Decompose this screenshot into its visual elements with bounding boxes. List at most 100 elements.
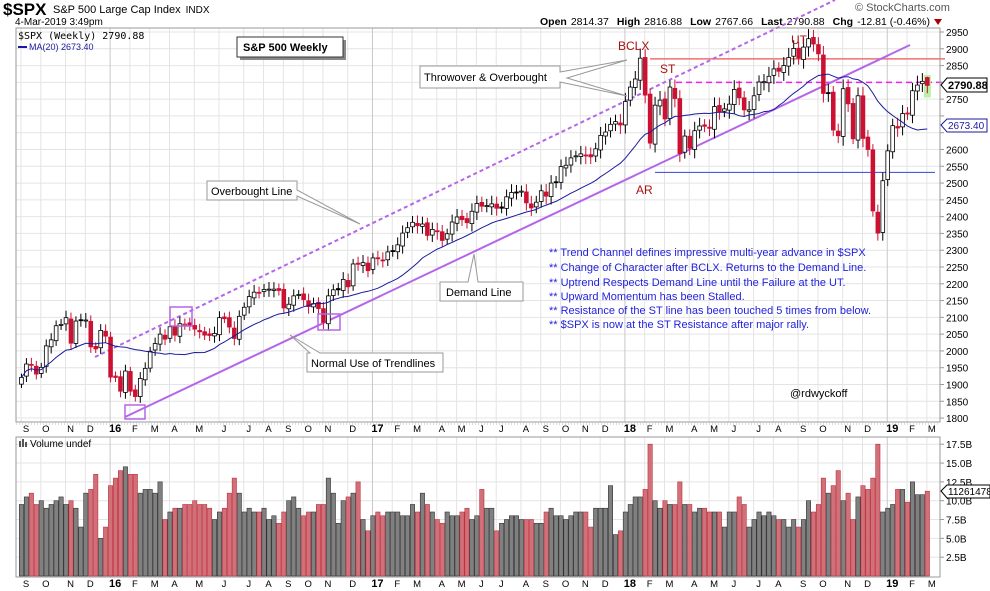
candle-body: [63, 317, 69, 325]
volume-bar: [528, 519, 534, 577]
month-label: F: [394, 424, 400, 435]
ma-value-tag-text: 2673.40: [948, 121, 985, 132]
candle-body: [637, 57, 643, 81]
candle-body: [628, 86, 633, 101]
volume-bar: [469, 519, 475, 577]
month-label: S: [543, 424, 549, 435]
candle-body: [692, 130, 697, 150]
candle-body: [192, 325, 198, 330]
candle-body: [900, 113, 905, 128]
candle-body: [454, 216, 460, 224]
candle-body: [548, 182, 554, 197]
volume-bar: [662, 500, 668, 577]
month-label: S: [23, 424, 29, 435]
volume-bar: [419, 492, 425, 577]
candle-body: [811, 37, 816, 45]
volume-bar: [637, 496, 643, 577]
candle-body: [103, 330, 108, 337]
candle-body: [385, 251, 391, 261]
candle-body: [895, 126, 900, 129]
callout-demand-line: Demand Line: [439, 253, 524, 302]
candle-body: [375, 257, 381, 260]
volume-bar: [53, 500, 59, 577]
volume-bar: [489, 507, 495, 577]
candle-body: [177, 323, 183, 337]
month-label: A: [439, 579, 446, 590]
month-label: M: [666, 424, 674, 435]
price-tick-label: 2350: [946, 229, 969, 240]
volume-bar: [682, 504, 688, 577]
chg-label: Chg: [833, 16, 853, 28]
candle-body: [360, 262, 366, 266]
volume-bar: [103, 526, 109, 577]
volume-bar: [88, 489, 94, 577]
volume-bar: [603, 507, 609, 577]
last-volume-tag: 11261478: [940, 484, 990, 499]
volume-bar: [801, 519, 807, 577]
month-label: S: [543, 579, 549, 590]
volume-bar: [924, 490, 930, 577]
candle-body: [806, 38, 811, 48]
volume-bar: [23, 496, 29, 577]
candle-body: [613, 121, 618, 125]
month-label: O: [562, 424, 569, 435]
candle-body: [826, 92, 831, 95]
index-name: S&P 500 Large Cap Index: [53, 4, 181, 16]
candle-body: [340, 279, 346, 291]
price-tick-label: 2600: [946, 145, 969, 156]
candle-body: [128, 371, 133, 392]
index-title: S&P 500 Large Cap Index INDX: [53, 4, 210, 16]
volume-bar: [677, 481, 683, 577]
volume-bar: [429, 511, 435, 577]
month-label: S: [800, 424, 806, 435]
callout-throwover-text: Throwover & Overbought: [424, 72, 547, 84]
volume-bar: [815, 504, 821, 577]
price-panel-frame: [15, 27, 941, 423]
candle-body: [350, 263, 356, 287]
candle-body: [212, 333, 217, 337]
candle-body: [845, 87, 851, 105]
volume-bar: [840, 500, 846, 577]
candle-body: [207, 333, 212, 336]
month-label: D: [602, 579, 609, 590]
price-tick-label: 2400: [946, 213, 969, 224]
candle-body: [123, 370, 128, 393]
volume-bar: [627, 504, 633, 577]
volume-bar: [870, 477, 876, 577]
month-label: F: [394, 579, 400, 590]
candle-body: [162, 334, 168, 340]
candle-body: [182, 323, 188, 326]
low-label: Low: [690, 16, 712, 28]
candle-body: [93, 346, 98, 350]
brand-logo: © StockCharts.com: [855, 2, 950, 14]
candle-body: [732, 89, 737, 105]
price-tick-label: 2150: [946, 297, 969, 308]
candle-body: [217, 317, 222, 336]
candle-body: [736, 87, 742, 99]
price-tick-label: 1900: [946, 380, 969, 391]
volume-bar: [360, 519, 366, 577]
candle-body: [642, 57, 648, 96]
candle-body: [781, 65, 787, 73]
label-ar: AR: [636, 183, 653, 197]
month-label: M: [151, 579, 159, 590]
volume-panel-frame: [15, 436, 941, 578]
volume-bar: [221, 507, 227, 577]
candle-body: [766, 75, 772, 84]
candle-body: [489, 203, 495, 208]
month-label: F: [647, 424, 653, 435]
candle-body: [623, 101, 628, 126]
price-tick-label: 1800: [946, 414, 969, 425]
volume-bar: [68, 500, 74, 577]
candle-body: [717, 105, 722, 113]
month-label: A: [523, 579, 530, 590]
volume-bar: [93, 474, 99, 577]
month-label: 16: [109, 578, 121, 590]
author-handle: @rdwyckoff: [790, 388, 848, 400]
candle-body: [727, 103, 732, 111]
candle-body: [439, 231, 445, 241]
candle-body: [152, 343, 158, 351]
candle-body: [425, 222, 430, 236]
axes: 1800 1850 1900 1950 2000 2050 2100 2150 2200 2250…: [23, 28, 973, 590]
volume-bar: [598, 507, 604, 577]
